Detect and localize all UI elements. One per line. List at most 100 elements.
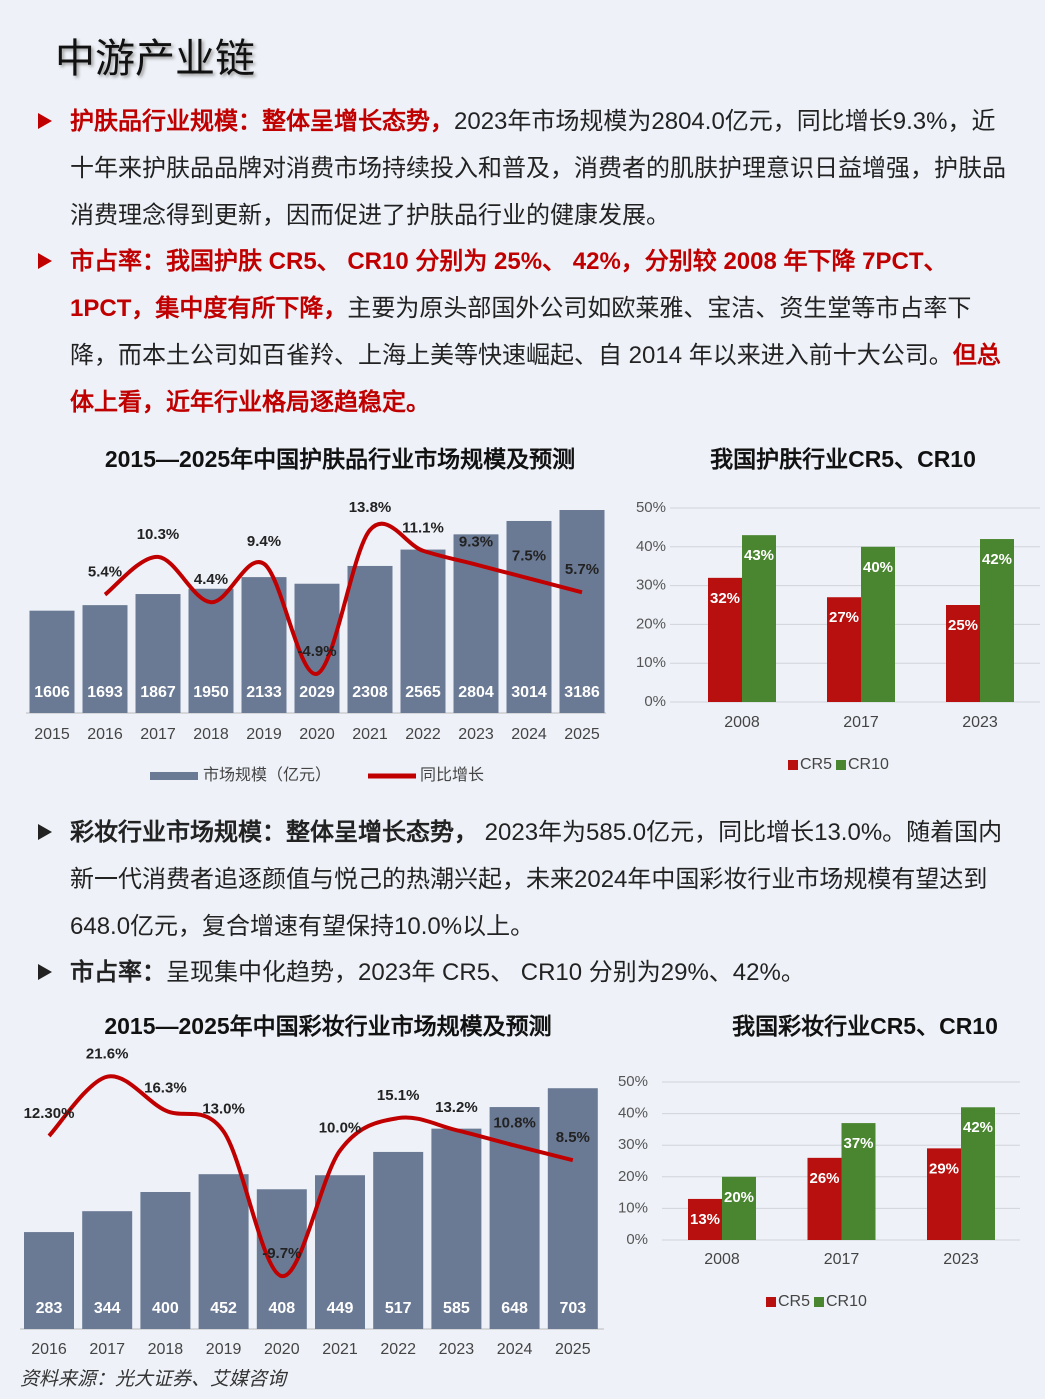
line-value-label: 4.4% — [194, 571, 228, 588]
legend-label: 同比增长 — [420, 766, 484, 784]
x-tick-label: 2018 — [148, 1341, 184, 1358]
bar-value-label: 37% — [843, 1135, 873, 1152]
text-run: 彩妆行业市场规模：整体呈增长态势， — [70, 819, 478, 846]
line-value-label: 13.0% — [202, 1100, 245, 1117]
bar — [927, 1148, 961, 1240]
line-value-label: 8.5% — [556, 1129, 590, 1146]
bar-value-label: 42% — [963, 1119, 993, 1136]
line-value-label: 5.4% — [88, 564, 122, 581]
bar-value-label: 344 — [94, 1300, 121, 1317]
bar — [431, 1128, 482, 1329]
bar — [135, 594, 181, 713]
bar — [946, 605, 980, 702]
line-value-label: 5.7% — [565, 561, 599, 578]
legend-swatch — [150, 772, 198, 780]
bar-value-label: 1867 — [140, 684, 176, 701]
line-value-label: 13.8% — [349, 499, 392, 516]
x-tick-label: 2022 — [405, 726, 441, 743]
x-tick-label: 2023 — [439, 1341, 475, 1358]
bar-value-label: 29% — [929, 1160, 959, 1177]
text-run: 护肤品行业规模：整体呈增长态势， — [70, 108, 454, 135]
x-tick-label: 2021 — [352, 726, 388, 743]
y-tick-label: 0% — [644, 693, 666, 710]
bar-value-label: 452 — [210, 1300, 237, 1317]
y-tick-label: 30% — [618, 1136, 648, 1153]
legend-label: CR10 — [826, 1293, 867, 1310]
bar — [373, 1151, 424, 1329]
bar — [708, 577, 742, 702]
y-tick-label: 40% — [618, 1105, 648, 1122]
bar-value-label: 283 — [36, 1300, 63, 1317]
line-value-label: 10.0% — [319, 1120, 362, 1137]
bar-value-label: 43% — [744, 547, 774, 564]
line-value-label: 21.6% — [86, 1046, 129, 1063]
bar — [506, 520, 552, 713]
bar-value-label: 703 — [559, 1300, 586, 1317]
x-tick-label: 2019 — [206, 1341, 242, 1358]
growth-line — [103, 521, 583, 676]
y-tick-label: 10% — [618, 1199, 648, 1216]
y-tick-label: 20% — [618, 1168, 648, 1185]
x-tick-label: 2022 — [380, 1341, 416, 1358]
line-value-label: 7.5% — [512, 547, 546, 564]
x-tick-label: 2023 — [962, 714, 998, 731]
bar — [961, 1107, 995, 1240]
bar — [688, 1198, 722, 1240]
paragraph: 彩妆行业市场规模：整体呈增长态势， 2023年为585.0亿元，同比增长13.0… — [38, 809, 1015, 950]
bar — [722, 1176, 756, 1240]
bar — [241, 577, 287, 713]
page-title: 中游产业链 — [55, 36, 255, 81]
bar-value-label: 25% — [948, 617, 978, 634]
legend-label: CR5 — [778, 1293, 810, 1310]
x-tick-label: 2017 — [140, 726, 176, 743]
y-tick-label: 30% — [636, 577, 666, 594]
text-run: 市占率： — [70, 959, 166, 986]
bar-value-label: 408 — [268, 1300, 295, 1317]
bar — [980, 539, 1014, 702]
x-tick-label: 2017 — [843, 714, 879, 731]
legend-label: CR5 — [800, 756, 832, 773]
y-tick-label: 50% — [618, 1073, 648, 1090]
bar — [400, 549, 446, 713]
bar-value-label: 517 — [385, 1300, 412, 1317]
y-tick-label: 50% — [636, 499, 666, 516]
bar-value-label: 2029 — [299, 684, 335, 701]
line-value-label: 9.4% — [247, 533, 281, 550]
bar — [82, 1211, 133, 1329]
x-tick-label: 2017 — [89, 1341, 125, 1358]
text-run: 2023年为585.0亿元，同比增长13.0%。随着国内新一代消费者追逐颜值与悦… — [70, 819, 1003, 940]
bar-value-label: 13% — [690, 1211, 720, 1228]
x-tick-label: 2025 — [555, 1341, 591, 1358]
x-tick-label: 2018 — [193, 726, 229, 743]
x-tick-label: 2015 — [34, 726, 70, 743]
bar-value-label: 1950 — [193, 684, 229, 701]
x-tick-label: 2016 — [87, 726, 123, 743]
x-tick-label: 2008 — [724, 714, 760, 731]
bar — [827, 597, 861, 702]
bar-value-label: 32% — [710, 590, 740, 607]
x-tick-label: 2023 — [458, 726, 494, 743]
bar-value-label: 3186 — [564, 684, 600, 701]
x-tick-label: 2020 — [299, 726, 335, 743]
x-tick-label: 2021 — [322, 1341, 358, 1358]
bar-value-label: 449 — [327, 1300, 354, 1317]
y-tick-label: 10% — [636, 654, 666, 671]
legend-label: CR10 — [848, 756, 889, 773]
line-value-label: 12.30% — [24, 1105, 75, 1122]
bar — [315, 1175, 365, 1329]
y-tick-label: 0% — [626, 1231, 648, 1248]
line-value-label: 11.1% — [402, 520, 444, 537]
line-value-label: -9.7% — [262, 1245, 301, 1262]
text-run: 但总体上看，近年行业格局逐趋稳定。 — [70, 342, 1001, 416]
x-tick-label: 2023 — [943, 1251, 979, 1268]
legend-swatch — [766, 1297, 776, 1307]
bar — [861, 546, 895, 702]
bar — [24, 1232, 74, 1329]
bar-value-label: 648 — [501, 1300, 528, 1317]
paragraph: 护肤品行业规模：整体呈增长态势，2023年市场规模为2804.0亿元，同比增长9… — [38, 98, 1015, 239]
chart-title: 2015—2025年中国护肤品行业市场规模及预测 — [105, 446, 575, 472]
bar-value-label: 42% — [982, 551, 1012, 568]
bar-value-label: 20% — [724, 1189, 754, 1206]
line-value-label: 15.1% — [377, 1087, 420, 1104]
